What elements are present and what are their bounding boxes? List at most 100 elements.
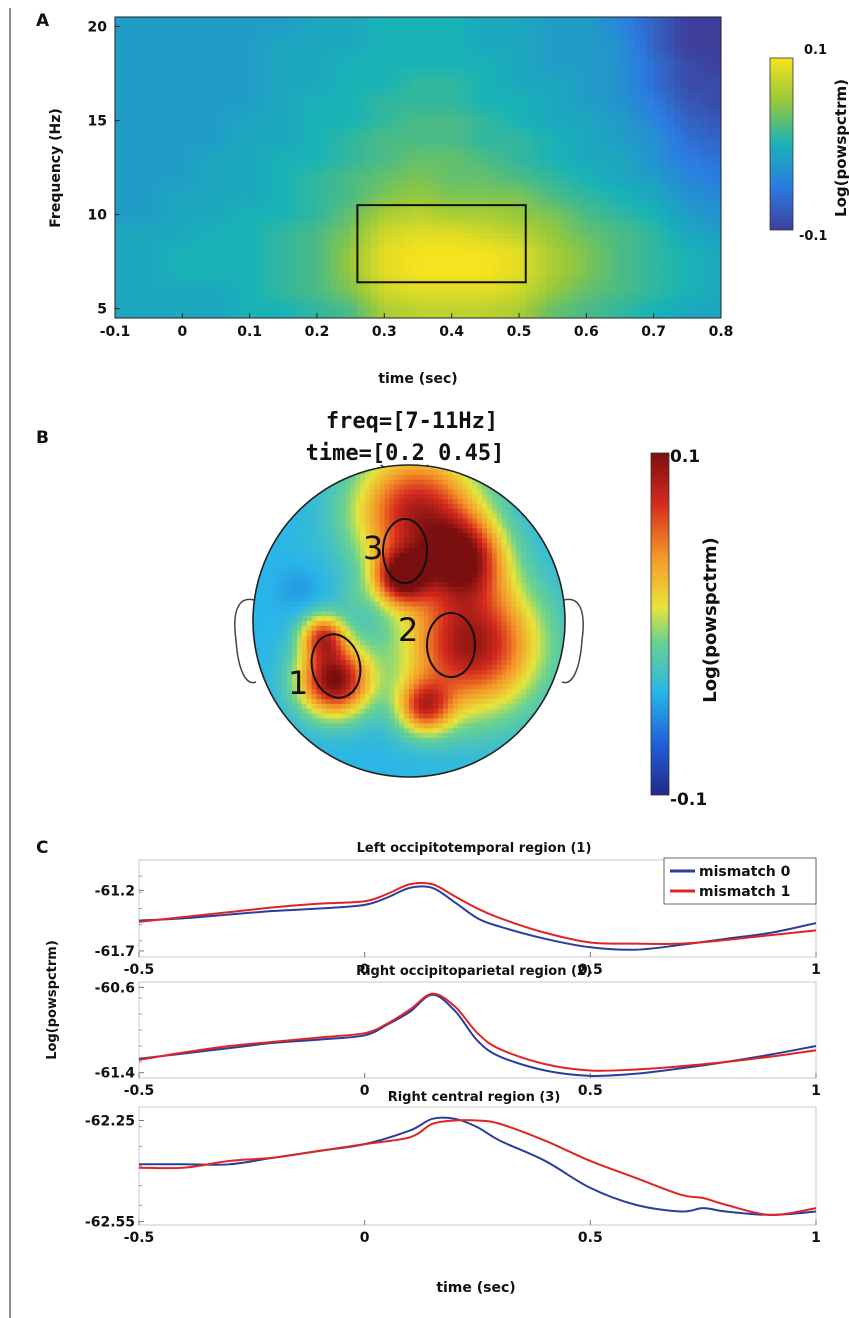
heatmap-cell	[115, 147, 123, 154]
heatmap-cell	[242, 142, 251, 149]
heatmap-cell	[498, 172, 507, 179]
heatmap-cell	[431, 62, 439, 68]
heatmap-cell	[377, 207, 385, 214]
heatmap-cell	[451, 182, 459, 189]
heatmap-cell	[646, 112, 655, 118]
heatmap-cell	[155, 227, 163, 234]
heatmap-cell	[182, 232, 190, 239]
heatmap-cell	[552, 112, 560, 118]
heatmap-cell	[545, 137, 554, 144]
heatmap-cell	[593, 172, 601, 179]
heatmap-cell	[485, 72, 493, 78]
heatmap-cell	[115, 97, 123, 103]
heatmap-cell	[162, 257, 170, 264]
heatmap-cell	[593, 182, 601, 189]
heatmap-cell	[162, 137, 170, 144]
heatmap-cell	[323, 92, 332, 98]
heatmap-cell	[269, 222, 278, 229]
heatmap-cell	[525, 297, 534, 304]
heatmap-cell	[350, 107, 358, 113]
heatmap-cell	[444, 102, 453, 108]
heatmap-cell	[411, 47, 419, 53]
heatmap-cell	[451, 112, 459, 118]
heatmap-cell	[128, 197, 136, 204]
heatmap-cell	[599, 127, 608, 133]
heatmap-cell	[559, 142, 567, 149]
heatmap-cell	[283, 202, 291, 209]
heatmap-cell	[189, 32, 197, 38]
heatmap-cell	[155, 172, 163, 179]
heatmap-cell	[330, 82, 338, 88]
heatmap-cell	[613, 272, 621, 279]
heatmap-cell	[431, 287, 439, 294]
heatmap-cell	[296, 262, 305, 269]
heatmap-cell	[653, 212, 661, 219]
heatmap-cell	[209, 37, 217, 43]
heatmap-cell	[640, 152, 648, 159]
heatmap-cell	[613, 287, 621, 294]
heatmap-cell	[471, 82, 480, 88]
heatmap-cell	[418, 57, 426, 63]
heatmap-cell	[525, 167, 534, 174]
heatmap-cell	[458, 52, 466, 58]
heatmap-cell	[310, 102, 318, 108]
heatmap-cell	[209, 222, 217, 229]
heatmap-cell	[505, 187, 513, 194]
heatmap-cell	[552, 137, 560, 144]
heatmap-cell	[303, 307, 311, 314]
heatmap-cell	[175, 147, 183, 154]
heatmap-cell	[532, 102, 540, 108]
heatmap-cell	[364, 302, 372, 309]
heatmap-cell	[155, 42, 163, 48]
heatmap-cell	[640, 212, 648, 219]
heatmap-cell	[222, 132, 231, 138]
heatmap-cell	[667, 292, 675, 299]
heatmap-cell	[343, 172, 352, 179]
heatmap-cell	[471, 272, 480, 279]
heatmap-cell	[317, 107, 325, 113]
heatmap-cell	[633, 102, 641, 108]
heatmap-cell	[216, 147, 224, 154]
heatmap-cell	[566, 262, 574, 269]
heatmap-cell	[539, 232, 547, 239]
heatmap-cell	[667, 72, 675, 78]
heatmap-cell	[202, 77, 210, 83]
heatmap-cell	[337, 182, 345, 189]
heatmap-cell	[317, 102, 325, 108]
heatmap-cell	[586, 92, 594, 98]
heatmap-cell	[667, 42, 675, 48]
heatmap-cell	[411, 207, 419, 214]
heatmap-cell	[202, 192, 210, 199]
heatmap-cell	[485, 312, 493, 318]
heatmap-cell	[626, 112, 635, 118]
heatmap-cell	[195, 22, 204, 28]
heatmap-cell	[599, 282, 608, 289]
heatmap-cell	[512, 122, 520, 128]
heatmap-cell	[323, 52, 332, 58]
heatmap-cell	[310, 142, 318, 149]
heatmap-cell	[242, 227, 251, 234]
heatmap-cell	[357, 227, 365, 234]
heatmap-cell	[141, 32, 150, 38]
heatmap-cell	[283, 107, 291, 113]
heatmap-cell	[418, 77, 426, 83]
heatmap-cell	[155, 257, 163, 264]
heatmap-cell	[141, 17, 150, 23]
heatmap-cell	[216, 92, 224, 98]
heatmap-cell	[458, 112, 466, 118]
heatmap-cell	[135, 257, 143, 264]
heatmap-cell	[539, 307, 547, 314]
heatmap-cell	[182, 87, 190, 93]
heatmap-cell	[256, 87, 264, 93]
heatmap-cell	[465, 257, 473, 264]
heatmap-cell	[613, 212, 621, 219]
heatmap-cell	[572, 32, 581, 38]
heatmap-cell	[572, 57, 581, 63]
heatmap-cell	[485, 267, 493, 274]
heatmap-cell	[141, 207, 150, 214]
heatmap-cell	[269, 112, 278, 118]
heatmap-cell	[485, 237, 493, 244]
heatmap-cell	[593, 27, 601, 33]
heatmap-cell	[337, 167, 345, 174]
heatmap-cell	[626, 27, 635, 33]
